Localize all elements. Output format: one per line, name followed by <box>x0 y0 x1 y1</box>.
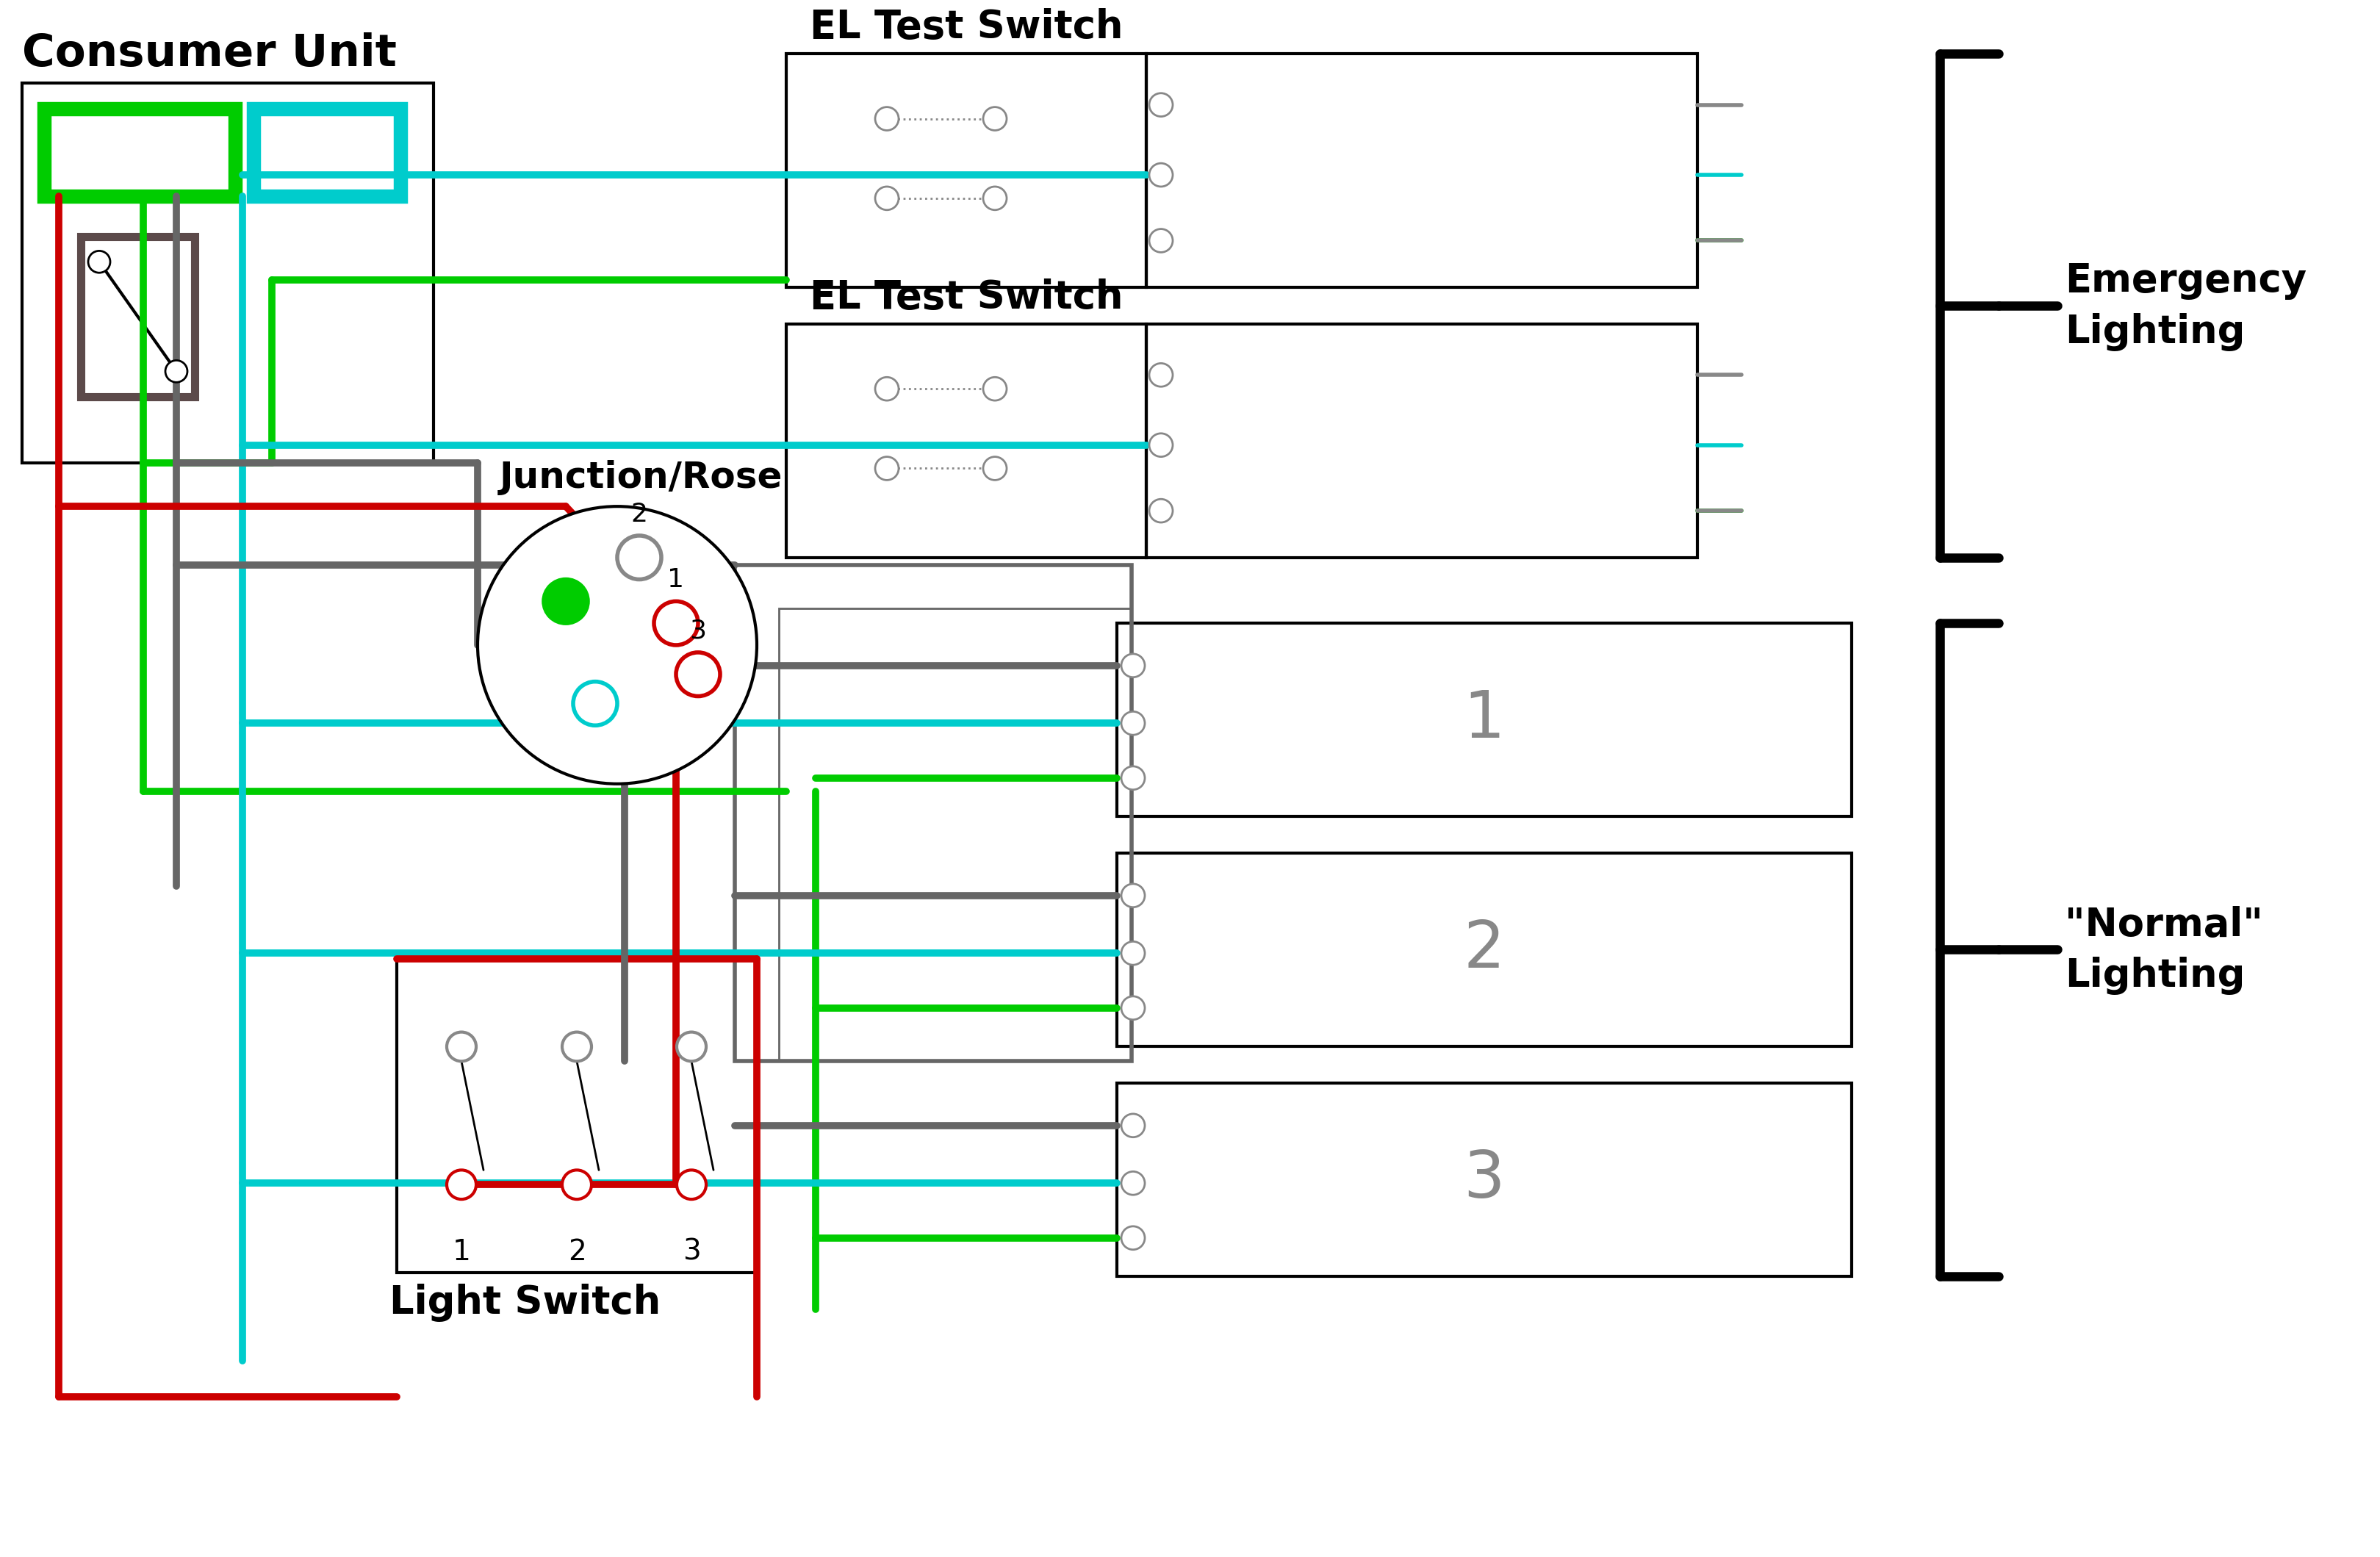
Circle shape <box>676 652 721 696</box>
Circle shape <box>676 1032 707 1062</box>
Bar <box>397 959 757 1274</box>
Circle shape <box>654 601 697 645</box>
Circle shape <box>1121 996 1145 1020</box>
Circle shape <box>1121 884 1145 908</box>
Circle shape <box>983 377 1007 400</box>
Circle shape <box>1121 654 1145 677</box>
Circle shape <box>1121 1113 1145 1137</box>
Bar <box>1116 853 1852 1046</box>
Circle shape <box>1121 766 1145 789</box>
Circle shape <box>1150 433 1173 456</box>
Circle shape <box>447 1169 476 1199</box>
Circle shape <box>876 107 900 131</box>
Circle shape <box>1150 163 1173 187</box>
Circle shape <box>478 506 757 783</box>
Bar <box>785 54 1147 288</box>
Text: 1: 1 <box>666 568 685 593</box>
Text: Consumer Unit: Consumer Unit <box>21 33 397 76</box>
Bar <box>778 609 1130 1062</box>
Circle shape <box>1150 500 1173 523</box>
Circle shape <box>1121 1227 1145 1250</box>
Text: "Normal": "Normal" <box>2066 906 2263 944</box>
Circle shape <box>876 456 900 480</box>
Circle shape <box>543 579 588 623</box>
Text: EL Test Switch: EL Test Switch <box>809 8 1123 47</box>
Circle shape <box>1150 229 1173 252</box>
Bar <box>45 109 236 196</box>
Bar <box>21 83 433 462</box>
Circle shape <box>1150 93 1173 117</box>
Circle shape <box>983 456 1007 480</box>
Circle shape <box>876 187 900 210</box>
Text: Junction/Rose: Junction/Rose <box>500 461 783 495</box>
Text: 3: 3 <box>690 618 707 643</box>
Circle shape <box>562 1032 593 1062</box>
Text: 1: 1 <box>1464 688 1504 752</box>
Bar <box>1116 1084 1852 1277</box>
Text: Light Switch: Light Switch <box>390 1285 662 1322</box>
Circle shape <box>574 682 616 726</box>
Bar <box>1116 623 1852 817</box>
Circle shape <box>1150 363 1173 386</box>
Circle shape <box>1121 942 1145 965</box>
Bar <box>1147 324 1697 557</box>
Text: Lighting: Lighting <box>2066 313 2244 352</box>
Text: 2: 2 <box>631 501 647 526</box>
Circle shape <box>1121 1171 1145 1194</box>
Text: EL Test Switch: EL Test Switch <box>809 279 1123 316</box>
Circle shape <box>983 187 1007 210</box>
Circle shape <box>447 1032 476 1062</box>
Bar <box>1147 54 1697 288</box>
Circle shape <box>616 536 662 579</box>
Circle shape <box>164 360 188 383</box>
Bar <box>735 565 1130 1062</box>
Text: 3: 3 <box>1464 1148 1504 1211</box>
Circle shape <box>676 1169 707 1199</box>
Text: 1: 1 <box>452 1238 471 1266</box>
Bar <box>255 109 400 196</box>
Text: 3: 3 <box>683 1238 700 1266</box>
Circle shape <box>876 377 900 400</box>
Bar <box>81 237 195 397</box>
Text: 2: 2 <box>1464 917 1504 981</box>
Circle shape <box>88 251 109 272</box>
Circle shape <box>562 1169 593 1199</box>
Bar <box>785 324 1147 557</box>
Text: 2: 2 <box>569 1238 585 1266</box>
Text: Lighting: Lighting <box>2066 958 2244 995</box>
Text: Emergency: Emergency <box>2066 262 2306 301</box>
Circle shape <box>983 107 1007 131</box>
Circle shape <box>1121 712 1145 735</box>
